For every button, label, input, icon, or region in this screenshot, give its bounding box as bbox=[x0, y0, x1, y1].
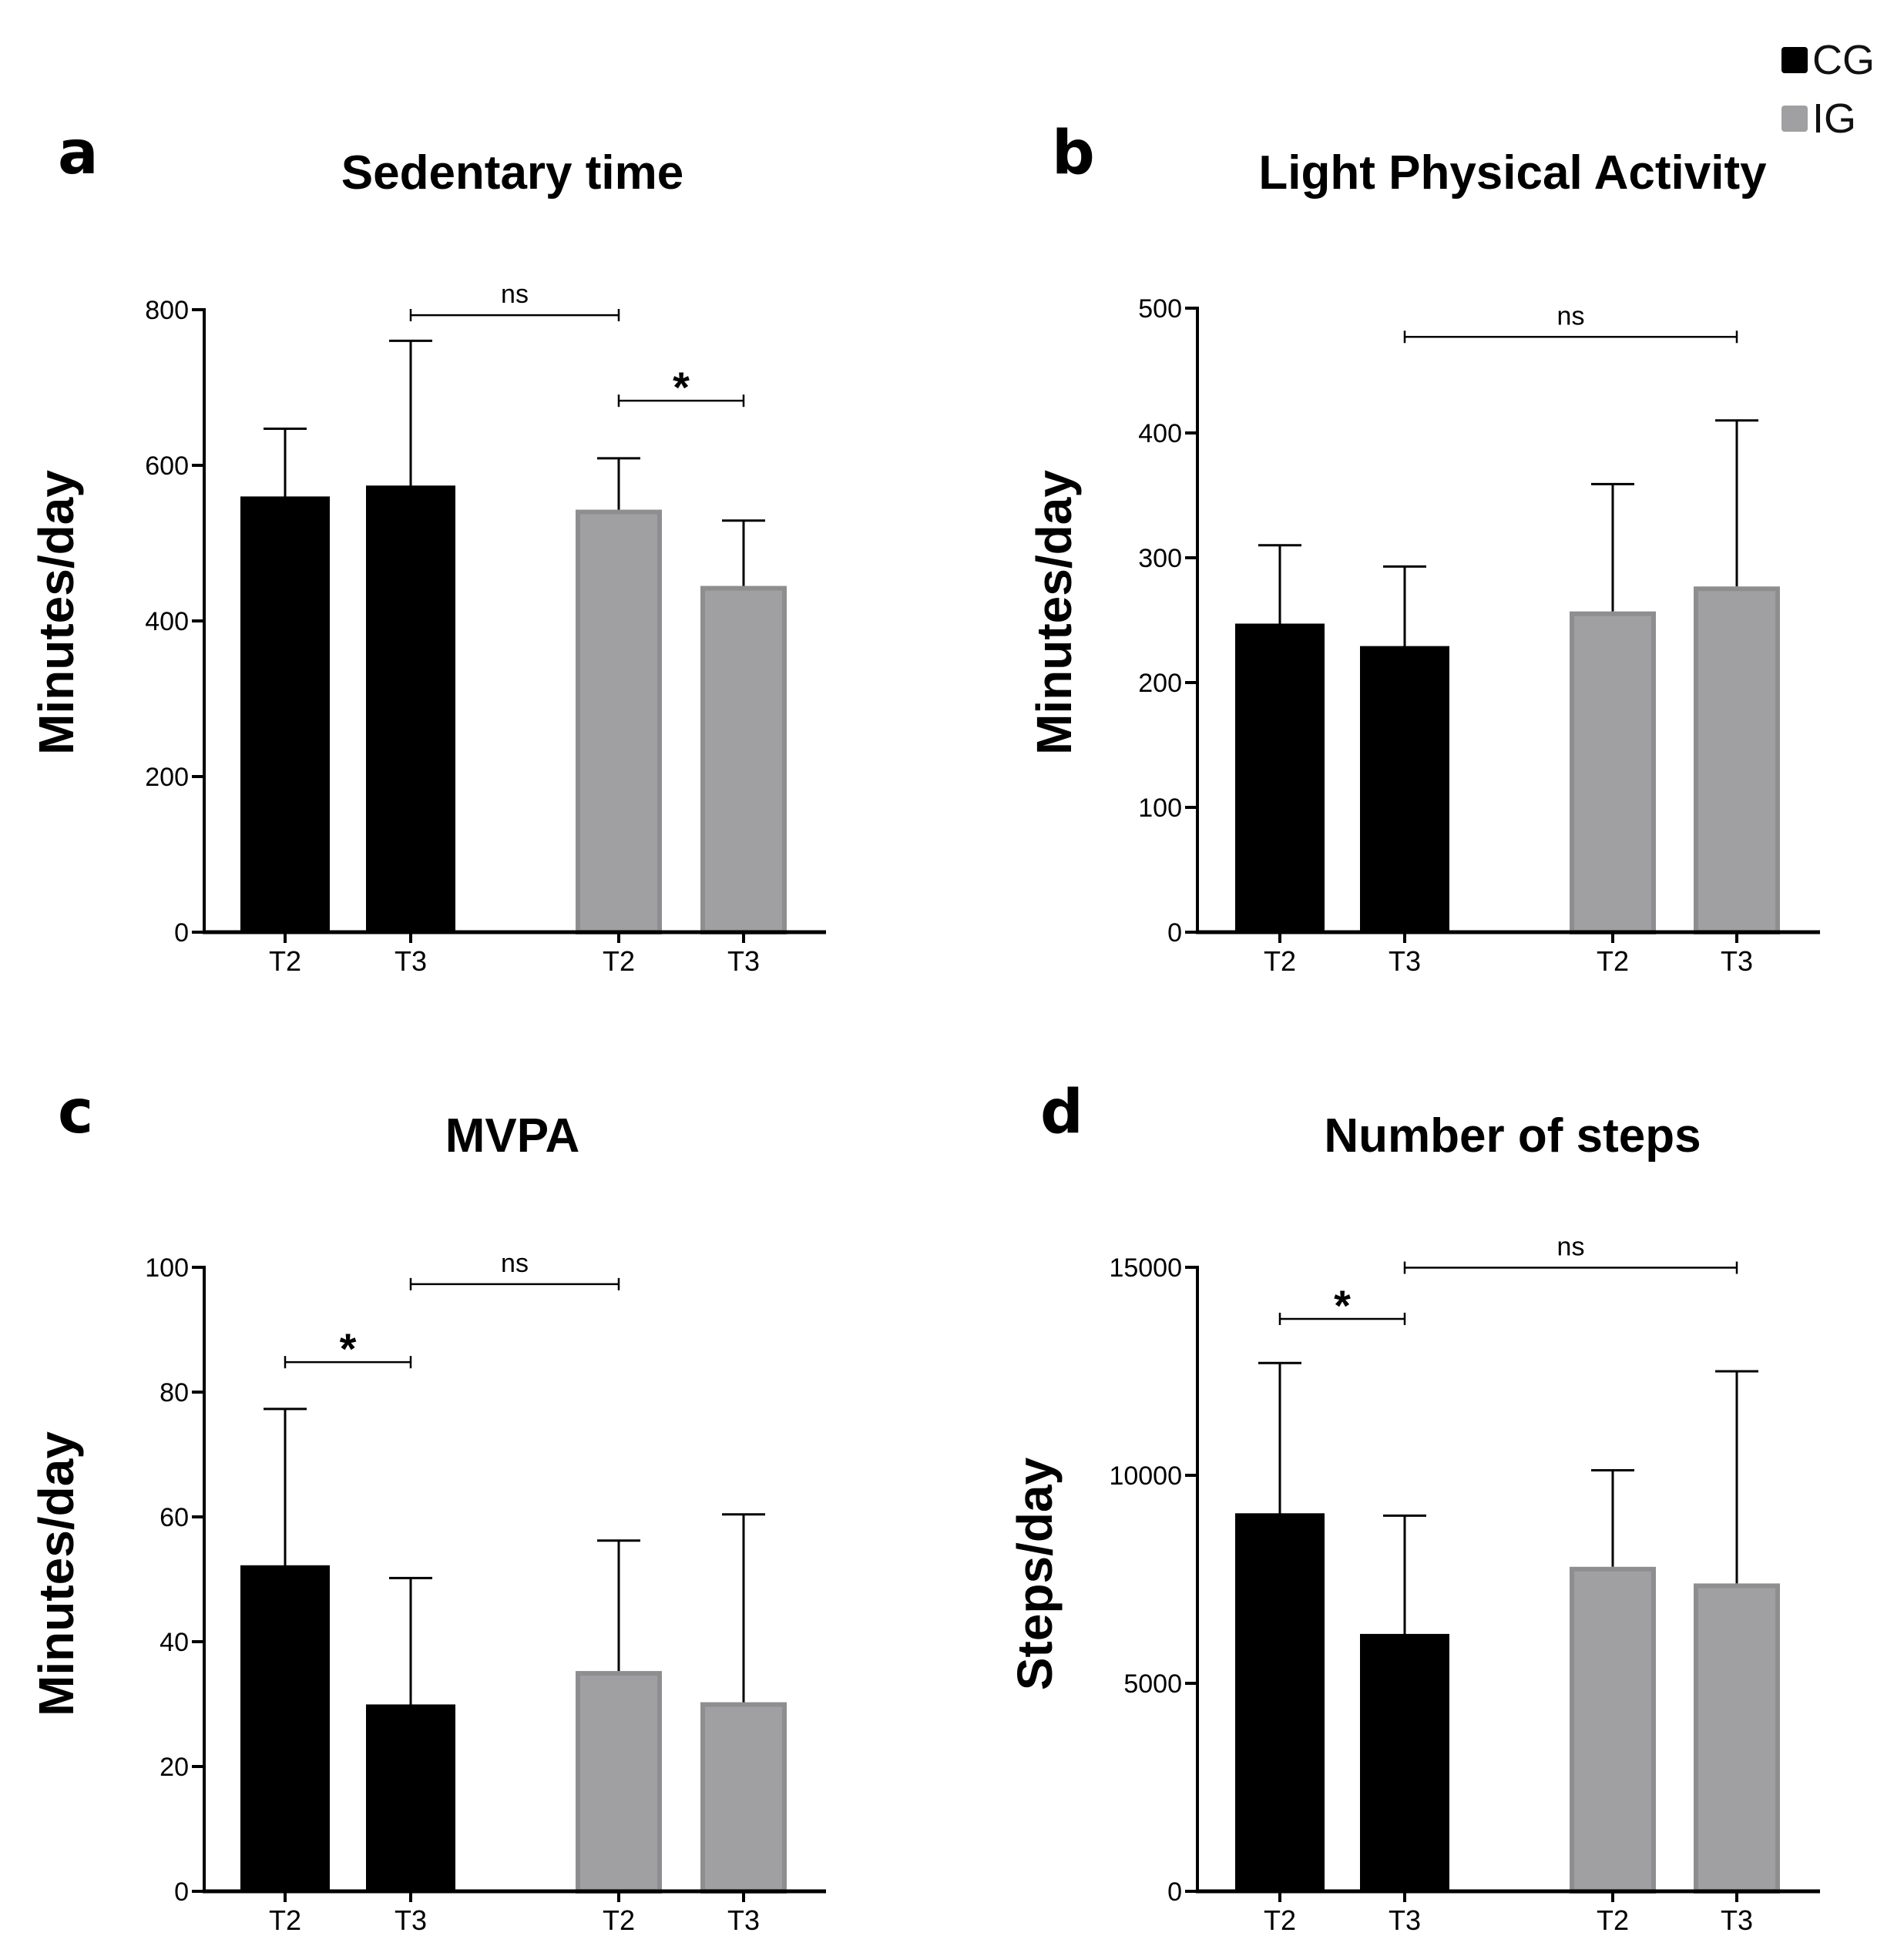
y-tick-label: 10000 bbox=[1109, 1461, 1182, 1491]
x-tick-label: T2 bbox=[1264, 945, 1296, 977]
panel-letter: d bbox=[1040, 1078, 1083, 1147]
significance-label: * bbox=[340, 1324, 357, 1373]
chart-title: Light Physical Activity bbox=[1258, 146, 1767, 200]
y-axis-label: Minutes/day bbox=[29, 1431, 84, 1716]
chart-panel-a: a Sedentary time Minutes/day 0 200 400 600 800 T… bbox=[29, 119, 826, 977]
legend-item-ig: IG bbox=[1781, 89, 1875, 148]
y-tick-label: 600 bbox=[145, 451, 189, 481]
bar-cg-t2 bbox=[240, 496, 330, 934]
significance-label: * bbox=[673, 363, 690, 411]
y-tick-label: 500 bbox=[1138, 294, 1182, 324]
y-axis-label: Minutes/day bbox=[29, 470, 84, 755]
y-tick-label: 40 bbox=[160, 1628, 189, 1657]
bar-cg-t3 bbox=[366, 485, 455, 934]
x-tick-label: T2 bbox=[269, 1904, 301, 1936]
bar-cg-t3 bbox=[1360, 646, 1449, 934]
y-axis-label: Minutes/day bbox=[1026, 470, 1082, 755]
bar-ig-t2 bbox=[576, 1671, 662, 1894]
x-tick-label: T3 bbox=[1721, 945, 1753, 977]
y-tick-label: 0 bbox=[1167, 918, 1182, 948]
y-axis-label: Steps/day bbox=[1007, 1457, 1063, 1690]
y-tick-label: 200 bbox=[1138, 669, 1182, 698]
x-tick-label: T3 bbox=[1389, 1904, 1421, 1936]
panel-letter: b bbox=[1052, 119, 1095, 188]
x-tick-label: T2 bbox=[1597, 1904, 1629, 1936]
x-tick-label: T2 bbox=[269, 945, 301, 977]
x-tick-label: T3 bbox=[395, 945, 427, 977]
bar-cg-t3 bbox=[1360, 1633, 1449, 1893]
chart-panel-d: d Number of steps Steps/day 0 5000 10000 15000… bbox=[1007, 1078, 1820, 1936]
y-tick-label: 300 bbox=[1138, 544, 1182, 573]
y-tick-label: 80 bbox=[160, 1378, 189, 1407]
significance-label: ns bbox=[1557, 1233, 1585, 1262]
y-tick-label: 15000 bbox=[1109, 1253, 1182, 1283]
significance-label: * bbox=[1334, 1281, 1351, 1330]
x-tick-label: T3 bbox=[1389, 945, 1421, 977]
panel-letter: a bbox=[58, 119, 99, 188]
significance-label: ns bbox=[1557, 301, 1585, 330]
legend-swatch-cg bbox=[1781, 47, 1808, 73]
y-tick-label: 100 bbox=[145, 1253, 189, 1283]
legend-label-ig: IG bbox=[1812, 96, 1857, 142]
x-tick-label: T3 bbox=[1721, 1904, 1753, 1936]
chart-title: Sedentary time bbox=[341, 146, 684, 200]
legend-swatch-ig bbox=[1781, 106, 1808, 132]
bar-cg-t2 bbox=[1235, 1513, 1325, 1894]
x-tick-label: T3 bbox=[727, 945, 760, 977]
x-tick-label: T3 bbox=[727, 1904, 760, 1936]
y-tick-label: 0 bbox=[1167, 1877, 1182, 1907]
chart-panel-c: c MVPA Minutes/day 0 20 40 60 80 100 T2 T3 T2 T3 ns * bbox=[29, 1078, 826, 1936]
y-tick-label: 400 bbox=[1138, 419, 1182, 448]
y-tick-label: 20 bbox=[160, 1753, 189, 1782]
bar-ig-t3 bbox=[700, 585, 787, 934]
bar-cg-t2 bbox=[1235, 623, 1325, 934]
legend-label-cg: CG bbox=[1812, 37, 1875, 83]
y-tick-label: 60 bbox=[160, 1503, 189, 1532]
y-tick-label: 100 bbox=[1138, 793, 1182, 823]
x-tick-label: T2 bbox=[1264, 1904, 1296, 1936]
bar-ig-t2 bbox=[1570, 1566, 1656, 1894]
bar-ig-t3 bbox=[1694, 586, 1780, 934]
chart-title: Number of steps bbox=[1324, 1109, 1701, 1163]
x-tick-label: T2 bbox=[1597, 945, 1629, 977]
bar-ig-t3 bbox=[700, 1702, 787, 1894]
x-tick-label: T2 bbox=[603, 1904, 635, 1936]
chart-title: MVPA bbox=[445, 1109, 580, 1163]
y-tick-label: 5000 bbox=[1123, 1669, 1182, 1699]
x-tick-label: T2 bbox=[603, 945, 635, 977]
chart-panel-b: b Light Physical Activity Minutes/day 0 100 2… bbox=[1026, 119, 1820, 977]
bar-ig-t2 bbox=[576, 509, 662, 934]
bar-ig-t2 bbox=[1570, 611, 1656, 934]
bar-ig-t3 bbox=[1694, 1583, 1780, 1894]
x-tick-label: T3 bbox=[395, 1904, 427, 1936]
bar-cg-t2 bbox=[240, 1565, 330, 1894]
y-tick-label: 0 bbox=[174, 918, 189, 948]
legend-item-cg: CG bbox=[1781, 31, 1875, 89]
significance-label: ns bbox=[501, 1249, 529, 1278]
bar-cg-t3 bbox=[366, 1704, 455, 1893]
y-tick-label: 200 bbox=[145, 763, 189, 792]
legend: CG IG bbox=[1781, 31, 1875, 148]
panel-letter: c bbox=[58, 1078, 93, 1147]
y-tick-label: 0 bbox=[174, 1877, 189, 1907]
y-tick-label: 400 bbox=[145, 607, 189, 636]
significance-label: ns bbox=[501, 280, 529, 309]
y-tick-label: 800 bbox=[145, 296, 189, 325]
